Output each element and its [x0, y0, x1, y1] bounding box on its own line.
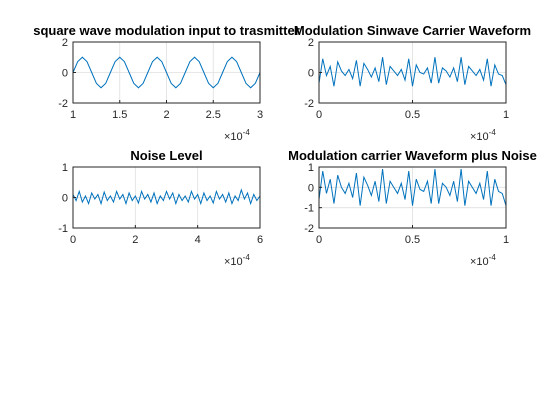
subplot-title-1: square wave modulation input to trasmitt…: [33, 23, 300, 38]
subplot-1: 1 1.5 2 2.5 3 -2 0 2 ×10-4 square wave modulation…: [33, 23, 300, 143]
y-tick-label-3-0: -1: [58, 223, 68, 235]
y-tick-label-1-0: -2: [58, 98, 68, 110]
subplot-title-4: Modulation carrier Waveform plus Noise: [288, 148, 537, 163]
x-tick-label-3-1: 2: [132, 234, 138, 246]
x-tick-label-1-3: 2.5: [206, 109, 221, 121]
x-tick-label-3-3: 6: [257, 234, 263, 246]
x-exponent-4: -4: [489, 253, 497, 262]
x-tick-label-1-0: 1: [70, 109, 76, 121]
x-exponent-label-4: ×10-4: [470, 253, 496, 268]
x-tick-label-1-1: 1.5: [112, 109, 127, 121]
y-tick-label-2-2: 2: [308, 37, 314, 49]
series-line-4-0: [318, 168, 507, 206]
y-tick-label-1-1: 0: [62, 68, 68, 80]
y-tick-label-2-1: 0: [308, 68, 314, 80]
subplot-title-2: Modulation Sinwave Carrier Waveform: [294, 23, 531, 38]
x-exponent-label-2: ×10-4: [470, 128, 496, 143]
y-tick-label-4-1: -1: [304, 203, 314, 215]
series-line-3-0: [72, 188, 261, 206]
subplot-4: 0 0.5 1 -2 -1 0 1 ×10-4 Modulation carrier Wavef…: [288, 148, 537, 268]
x-tick-label-4-2: 1: [503, 234, 509, 246]
y-tick-label-4-2: 0: [308, 182, 314, 194]
y-tick-label-3-2: 1: [62, 162, 68, 174]
x-tick-label-1-2: 2: [163, 109, 169, 121]
y-tick-label-2-0: -2: [304, 98, 314, 110]
x-tick-label-3-0: 0: [70, 234, 76, 246]
x-tick-label-3-2: 4: [195, 234, 201, 246]
x-exponent-2: -4: [489, 128, 497, 137]
series-line-1-0: [72, 56, 261, 89]
x-exponent-label-1: ×10-4: [224, 128, 250, 143]
x-tick-label-2-0: 0: [316, 109, 322, 121]
x-tick-label-4-0: 0: [316, 234, 322, 246]
x-tick-label-1-4: 3: [257, 109, 263, 121]
y-tick-label-4-0: -2: [304, 223, 314, 235]
x-exponent-label-3: ×10-4: [224, 253, 250, 268]
y-tick-label-3-1: 0: [62, 193, 68, 205]
x-tick-label-2-1: 0.5: [405, 109, 420, 121]
series-line-2-0: [318, 57, 507, 87]
x-tick-label-4-1: 0.5: [405, 234, 420, 246]
subplot-title-3: Noise Level: [130, 148, 202, 163]
x-tick-label-2-2: 1: [503, 109, 509, 121]
x-exponent-3: -4: [243, 253, 251, 262]
y-tick-label-1-2: 2: [62, 37, 68, 49]
x-exponent-1: -4: [243, 128, 251, 137]
y-tick-label-4-3: 1: [308, 162, 314, 174]
